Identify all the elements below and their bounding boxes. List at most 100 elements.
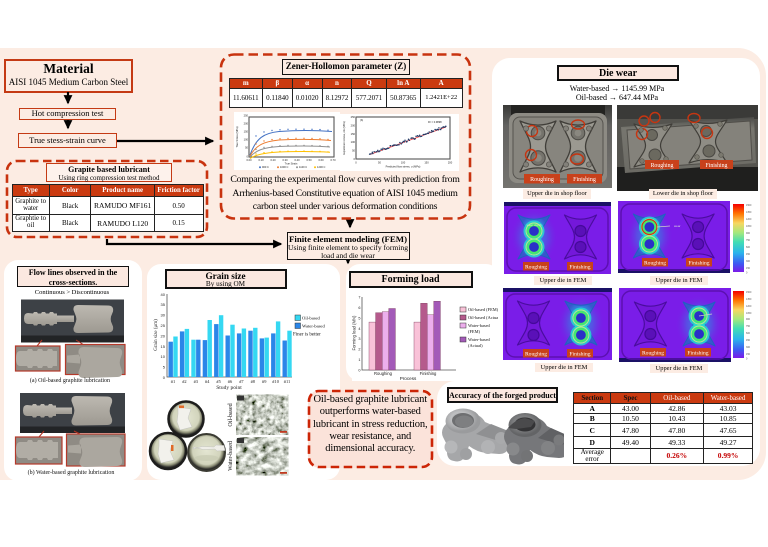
svg-text:(b): (b) (360, 118, 363, 122)
svg-text:200: 200 (244, 121, 249, 125)
svg-text:Finishing: Finishing (569, 265, 590, 271)
svg-text:0.40: 0.40 (294, 158, 300, 162)
svg-text:250: 250 (244, 113, 249, 117)
svg-text:Roughing: Roughing (644, 261, 666, 267)
svg-text:150: 150 (424, 161, 429, 165)
svg-text:#2: #2 (182, 379, 186, 384)
svg-text:150: 150 (244, 129, 249, 133)
svg-text:#4: #4 (205, 379, 210, 384)
svg-text:1200 C: 1200 C (317, 165, 325, 169)
svg-text:300: 300 (746, 260, 751, 263)
svg-text:0.30: 0.30 (282, 158, 288, 162)
svg-text:150: 150 (746, 353, 751, 356)
svg-text:100: 100 (244, 137, 249, 141)
svg-text:1050: 1050 (746, 225, 752, 228)
svg-text:(a) Oil-based graphite lubrica: (a) Oil-based graphite lubrication (30, 377, 110, 384)
svg-text:Grain size (μm): Grain size (μm) (154, 319, 159, 351)
svg-text:100: 100 (401, 161, 406, 165)
svg-text:Oil-based (Actual): Oil-based (Actual) (468, 315, 498, 320)
svg-text:Experiment stress, σE (MPa): Experiment stress, σE (MPa) (342, 121, 346, 154)
svg-text:Oil-based: Oil-based (302, 316, 321, 321)
svg-text:Study point: Study point (216, 385, 242, 390)
svg-text:1100 C: 1100 C (299, 165, 307, 169)
svg-text:1500: 1500 (746, 291, 752, 294)
svg-text:(Actual): (Actual) (468, 343, 483, 348)
svg-text:#7: #7 (239, 379, 244, 384)
svg-text:0.60: 0.60 (318, 158, 324, 162)
svg-text:#5: #5 (216, 379, 221, 384)
svg-text:Finishing: Finishing (688, 261, 709, 267)
svg-text:#3: #3 (194, 379, 199, 384)
svg-text:150: 150 (351, 132, 356, 136)
svg-text:0.20: 0.20 (270, 158, 276, 162)
svg-text:Finishing: Finishing (573, 177, 596, 183)
svg-text:0: 0 (354, 157, 356, 161)
svg-text:10: 10 (161, 354, 166, 359)
svg-text:0: 0 (358, 369, 360, 373)
svg-text:Predicted flow stress, σ (MPa): Predicted flow stress, σ (MPa) (386, 165, 421, 169)
svg-text:7: 7 (358, 296, 360, 300)
svg-text:1350: 1350 (746, 211, 752, 214)
svg-text:3: 3 (358, 337, 360, 341)
svg-text:Water-based: Water-based (228, 441, 234, 471)
svg-text:50: 50 (352, 149, 355, 153)
svg-text:6: 6 (358, 306, 360, 310)
svg-text:1500: 1500 (746, 204, 752, 207)
svg-text:Roughing: Roughing (525, 265, 547, 271)
svg-text:150: 150 (746, 267, 751, 270)
svg-text:Roughing: Roughing (530, 177, 554, 183)
svg-text:Water-based: Water-based (468, 323, 491, 328)
svg-text:wear depth: wear depth (527, 223, 542, 227)
svg-text:300: 300 (746, 346, 751, 349)
svg-text:Finishing: Finishing (569, 352, 590, 358)
svg-text:25: 25 (161, 323, 166, 328)
svg-text:200: 200 (448, 161, 453, 165)
svg-text:Oil-based: Oil-based (228, 403, 234, 426)
svg-text:0: 0 (163, 375, 166, 380)
svg-text:200: 200 (351, 123, 356, 127)
svg-text:1050: 1050 (746, 312, 752, 315)
svg-text:0: 0 (746, 272, 748, 275)
svg-text:#9: #9 (262, 379, 267, 384)
svg-text:0: 0 (355, 161, 357, 165)
svg-text:Roughing: Roughing (641, 351, 663, 357)
svg-text:(b) Water-based graphite lubri: (b) Water-based graphite lubrication (28, 469, 115, 476)
svg-text:(FEM): (FEM) (468, 329, 480, 334)
svg-text:4: 4 (358, 327, 360, 331)
svg-text:Finishing: Finishing (687, 351, 708, 357)
svg-text:0.70: 0.70 (330, 158, 336, 162)
svg-text:#6: #6 (228, 379, 233, 384)
svg-text:Roughing: Roughing (374, 371, 393, 376)
svg-text:R² = 0.9898: R² = 0.9898 (428, 120, 442, 124)
svg-text:#8: #8 (251, 379, 256, 384)
svg-text:#11: #11 (284, 379, 290, 384)
svg-text:50: 50 (245, 145, 248, 149)
svg-text:900 C: 900 C (262, 165, 269, 169)
svg-text:250: 250 (351, 115, 356, 119)
svg-text:Finer is better: Finer is better (293, 333, 321, 338)
svg-text:True Strain: True Strain (285, 162, 298, 166)
svg-text:Finishing: Finishing (420, 371, 437, 376)
svg-text:0.50: 0.50 (306, 158, 312, 162)
svg-text:1: 1 (358, 358, 360, 362)
svg-text:#10: #10 (272, 379, 279, 384)
svg-text:Roughing: Roughing (524, 352, 546, 358)
svg-text:750: 750 (746, 239, 751, 242)
svg-text:35: 35 (161, 302, 166, 307)
svg-text:20: 20 (161, 333, 166, 338)
svg-text:1200: 1200 (746, 305, 752, 308)
svg-text:2: 2 (358, 348, 360, 352)
svg-text:15: 15 (161, 344, 166, 349)
svg-text:900: 900 (746, 232, 751, 235)
svg-text:Oil-based (FEM): Oil-based (FEM) (468, 307, 498, 312)
svg-text:Forming load (MN): Forming load (MN) (352, 315, 357, 351)
svg-text:Roughing: Roughing (651, 163, 674, 169)
svg-text:100: 100 (351, 140, 356, 144)
svg-text:1000 C: 1000 C (280, 165, 288, 169)
svg-text:600: 600 (746, 246, 751, 249)
svg-text:0.10: 0.10 (258, 158, 264, 162)
svg-text:wear: wear (674, 224, 681, 228)
svg-text:#1: #1 (171, 379, 175, 384)
svg-text:450: 450 (746, 339, 751, 342)
svg-text:0.00: 0.00 (246, 158, 252, 162)
